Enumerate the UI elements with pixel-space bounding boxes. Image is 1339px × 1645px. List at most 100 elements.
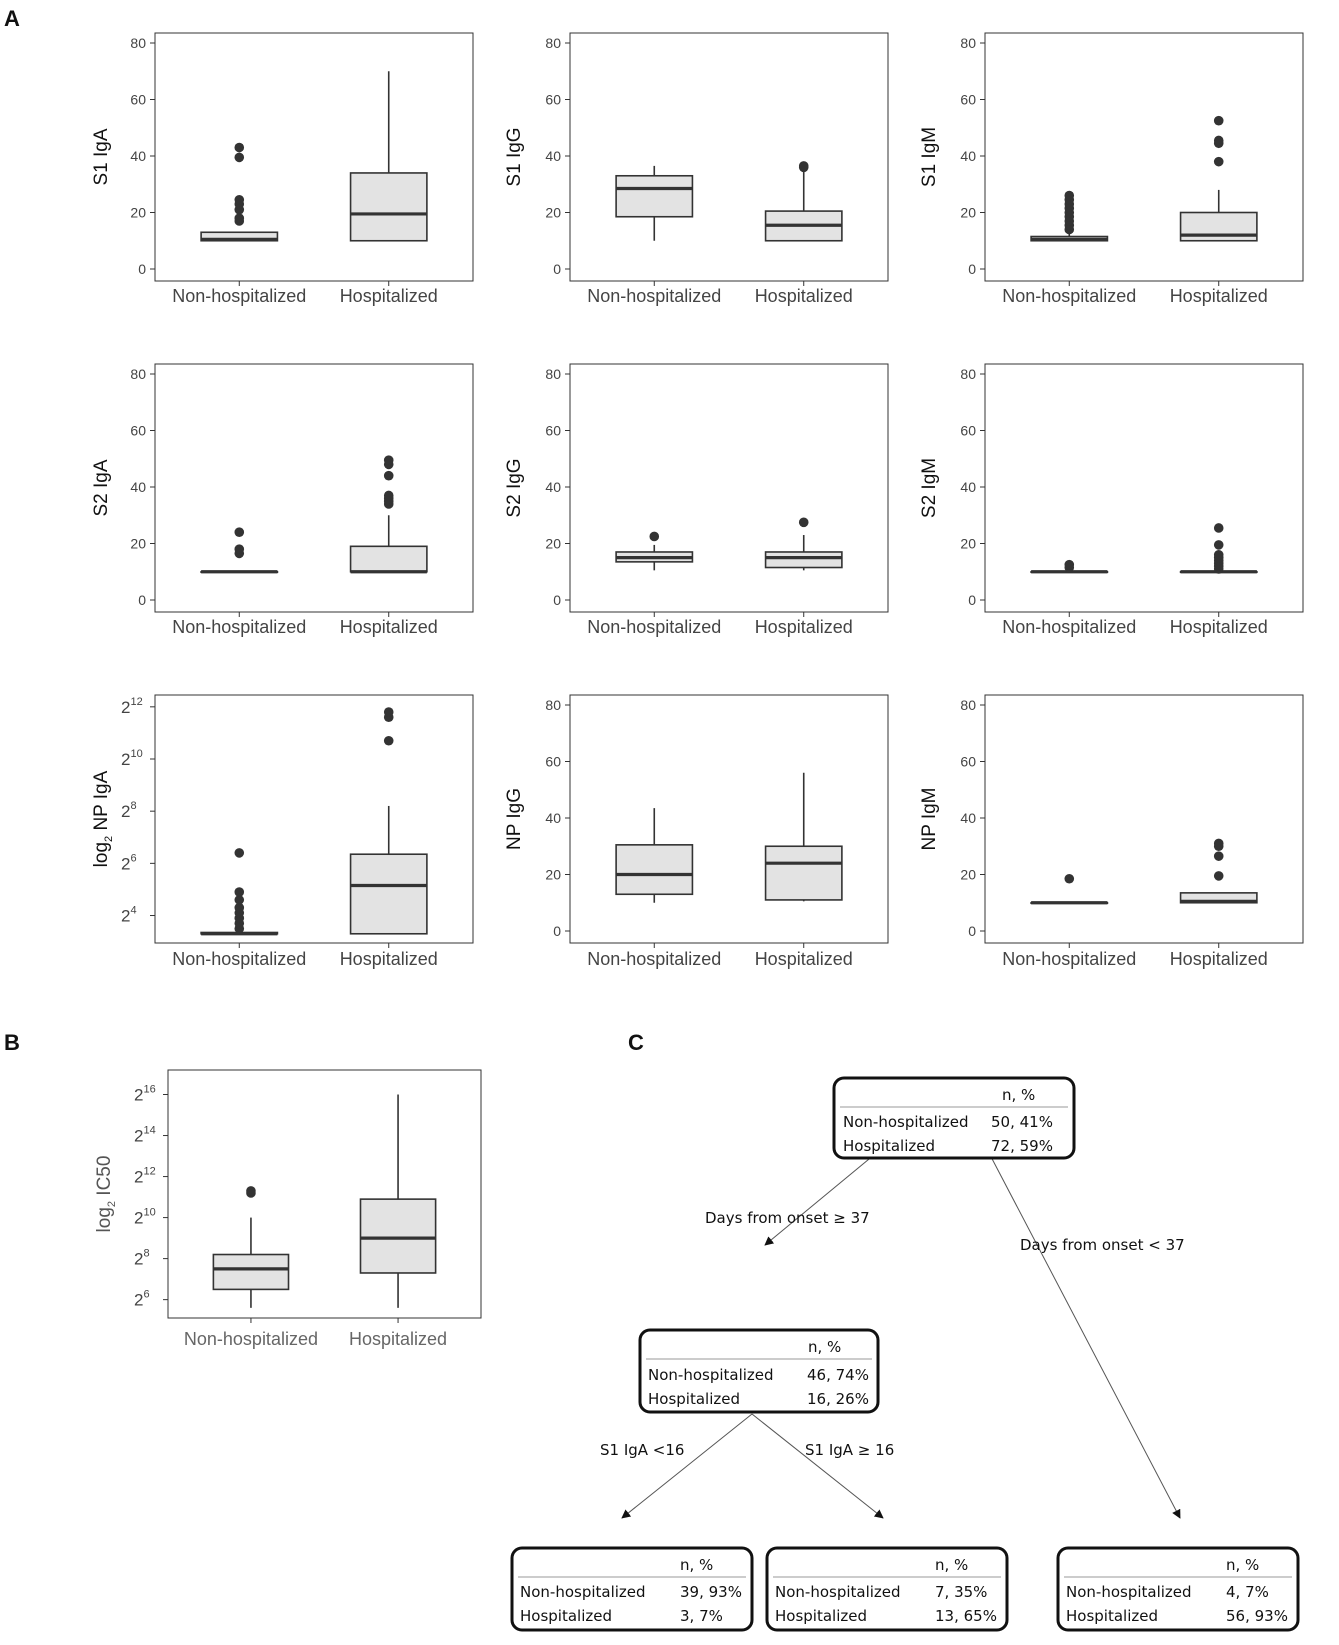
y-tick-label: 40	[960, 479, 976, 495]
y-tick-exponent: 8	[130, 800, 136, 812]
y-tick-label: 0	[968, 923, 976, 939]
x-category-label: Non-hospitalized	[1002, 617, 1136, 637]
y-tick-label: 0	[968, 261, 976, 277]
y-axis-label-rest: NP IgA	[91, 770, 112, 835]
y-tick-label: 60	[130, 423, 146, 439]
node-label-hosp: Hospitalized	[843, 1137, 935, 1155]
x-category-label: Hospitalized	[340, 286, 438, 306]
y-axis-label: NP IgM	[919, 787, 940, 850]
box-iqr	[349, 172, 428, 242]
outlier-point	[1064, 190, 1075, 201]
x-category-label: Hospitalized	[755, 949, 853, 969]
outlier-point	[383, 735, 394, 746]
outlier-point	[234, 887, 245, 897]
node-value-hosp: 72, 59%	[991, 1137, 1053, 1155]
y-tick-label: 60	[960, 754, 976, 770]
outlier-point	[1213, 156, 1224, 167]
y-axis-label-subscript: 2	[106, 1201, 118, 1207]
outlier-point	[1213, 871, 1224, 881]
x-category-label: Non-hospitalized	[172, 949, 306, 969]
y-tick-label: 80	[545, 697, 561, 713]
outlier-point	[234, 152, 245, 163]
tree-edge-s1iga-ge	[751, 1413, 884, 1519]
chart-s2-iga: 0 20 40 60 80 S2 IgA Non-hospitalized Hospitali…	[91, 363, 474, 637]
box-iqr	[212, 1253, 290, 1291]
tree-node-root: n, % Non-hospitalized 50, 41% Hospitaliz…	[832, 1076, 1076, 1160]
outlier-point	[383, 455, 394, 465]
box-iqr	[349, 545, 428, 573]
node-label-non: Non-hospitalized	[520, 1583, 646, 1601]
y-tick-label: 20	[545, 867, 561, 883]
y-tick-label: 28	[121, 800, 137, 821]
outlier-point	[1213, 550, 1224, 560]
y-tick-exponent: 12	[130, 696, 142, 708]
x-category-label: Hospitalized	[1170, 617, 1268, 637]
outlier-point	[234, 848, 245, 858]
chart-s2-igg: 0 20 40 60 80 S2 IgG Non-hospitalized Hospitali…	[504, 363, 889, 637]
panel-label-a: A	[4, 6, 20, 31]
box-iqr	[615, 174, 694, 218]
y-tick-label: 40	[960, 148, 976, 164]
plot-frame	[984, 694, 1304, 944]
outlier-point	[383, 490, 394, 501]
outlier-point	[798, 517, 809, 528]
outlier-point	[234, 544, 245, 554]
x-category-label: Non-hospitalized	[587, 286, 721, 306]
y-tick-label: 40	[960, 810, 976, 826]
y-axis-label-rest: IC50	[94, 1156, 115, 1201]
outlier-point	[1213, 838, 1224, 849]
y-tick-label: 20	[960, 205, 976, 221]
y-tick-label: 20	[545, 536, 561, 552]
y-tick-label: 0	[138, 592, 146, 608]
y-tick-label: 20	[130, 205, 146, 221]
x-category-label: Non-hospitalized	[1002, 949, 1136, 969]
outlier-point	[234, 902, 245, 913]
y-axis-label: S1 IgM	[919, 127, 940, 187]
y-tick-label: 60	[960, 423, 976, 439]
y-tick-exponent: 16	[143, 1084, 155, 1096]
y-tick-label: 40	[545, 148, 561, 164]
y-tick-label: 20	[545, 205, 561, 221]
outlier-point	[234, 142, 245, 153]
tree-edge-days-lt	[954, 1087, 1181, 1519]
y-tick-label: 0	[553, 261, 561, 277]
node-label-hosp: Hospitalized	[1066, 1607, 1158, 1625]
outlier-point	[1064, 873, 1075, 884]
box-iqr	[359, 1198, 437, 1274]
outlier-point	[234, 895, 245, 905]
panel-label-b: B	[4, 1030, 20, 1055]
outlier-point	[1213, 523, 1224, 533]
x-category-label: Non-hospitalized	[172, 286, 306, 306]
y-tick-label: 40	[130, 479, 146, 495]
chart-s2-igm: 0 20 40 60 80 S2 IgM Non-hospitalized Hospitali…	[919, 363, 1304, 637]
y-axis-label-base: log	[94, 1207, 115, 1232]
outlier-point	[234, 527, 245, 537]
node-header: n, %	[1002, 1086, 1035, 1104]
y-axis-label: S1 IgA	[91, 128, 112, 185]
y-tick-label: 20	[960, 867, 976, 883]
node-header: n, %	[935, 1556, 968, 1574]
y-tick-exponent: 10	[130, 748, 142, 760]
y-tick-label: 80	[545, 366, 561, 382]
tree-node-leaf-right: n, % Non-hospitalized 4, 7% Hospitalized…	[1056, 1546, 1300, 1632]
node-label-non: Non-hospitalized	[843, 1113, 969, 1131]
plot-frame	[569, 694, 889, 944]
y-axis-label-subscript: 2	[103, 836, 115, 842]
outlier-point	[798, 161, 809, 171]
y-tick-label: 60	[130, 92, 146, 108]
y-tick-label: 80	[960, 366, 976, 382]
edge-label-days-lt: Days from onset < 37	[1020, 1236, 1185, 1254]
x-category-label: Hospitalized	[349, 1329, 447, 1349]
chart-s1-igg: 0 20 40 60 80 S1 IgG Non-hospitalized Hospitali…	[504, 32, 889, 306]
y-tick-label: 212	[134, 1166, 156, 1187]
y-tick-exponent: 12	[143, 1166, 155, 1178]
node-value-non: 39, 93%	[680, 1583, 742, 1601]
outlier-point	[383, 470, 394, 481]
tree-edge-s1iga-lt	[621, 1413, 753, 1519]
y-tick-label: 24	[121, 905, 137, 926]
edge-label-s1iga-lt: S1 IgA <16	[600, 1441, 684, 1459]
y-tick-exponent: 6	[130, 852, 136, 864]
